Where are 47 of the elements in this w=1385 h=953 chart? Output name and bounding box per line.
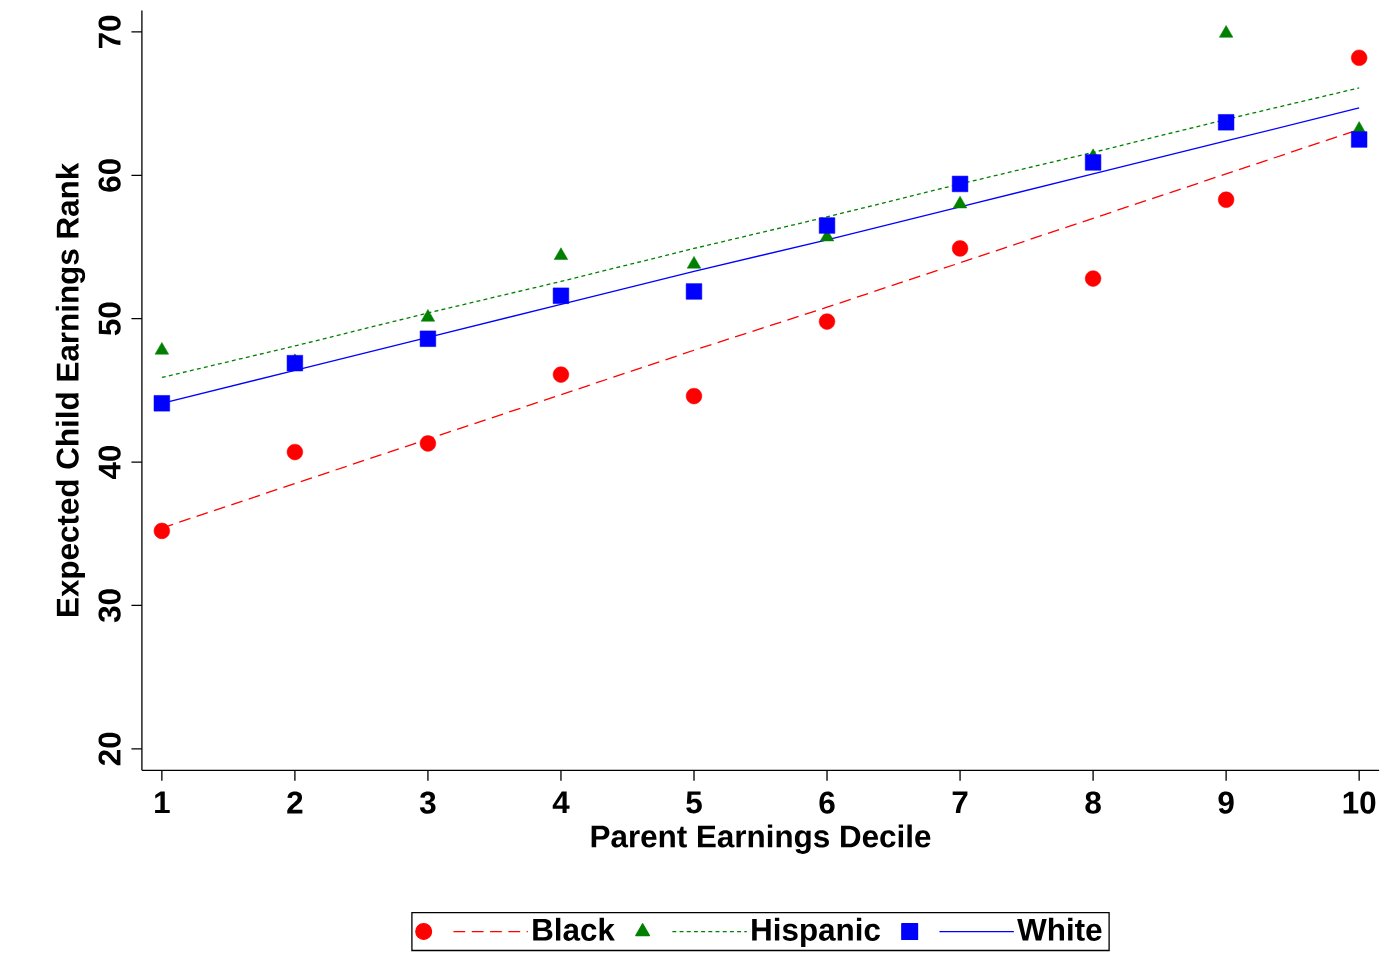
x-tick-label: 3 bbox=[419, 791, 436, 814]
point bbox=[1351, 49, 1368, 66]
point bbox=[953, 195, 968, 208]
point bbox=[685, 283, 703, 300]
point bbox=[818, 313, 836, 330]
point bbox=[153, 522, 170, 539]
x-tick-label: 1 bbox=[155, 791, 170, 813]
y-axis-title: Expected Child Earnings Rank bbox=[55, 162, 86, 616]
legend-label: White bbox=[1017, 917, 1102, 941]
point bbox=[154, 341, 169, 355]
x-tick-label: 7 bbox=[952, 791, 968, 813]
x-tick-label: 2 bbox=[287, 791, 303, 814]
point bbox=[1084, 154, 1102, 171]
y-tick-label: 70 bbox=[98, 15, 121, 48]
x-tick-label: 5 bbox=[686, 791, 702, 814]
legend-label: Black bbox=[533, 917, 615, 941]
y-tick-label: 30 bbox=[98, 589, 121, 622]
point bbox=[1084, 270, 1102, 287]
x-tick-label: 10 bbox=[1343, 791, 1376, 814]
x-axis-title: Parent Earnings Decile bbox=[591, 824, 931, 854]
point bbox=[286, 443, 303, 460]
point bbox=[1218, 191, 1235, 208]
point bbox=[1219, 25, 1234, 38]
point bbox=[818, 217, 836, 234]
point bbox=[951, 175, 969, 192]
legend-label: Hispanic bbox=[752, 917, 880, 947]
point bbox=[552, 366, 570, 383]
point bbox=[686, 255, 702, 269]
point bbox=[951, 240, 969, 257]
x-tick-label: 6 bbox=[819, 791, 835, 814]
point bbox=[419, 435, 437, 452]
point bbox=[552, 287, 570, 304]
point bbox=[1351, 131, 1368, 148]
y-tick-label: 60 bbox=[98, 158, 121, 192]
x-tick-label: 8 bbox=[1085, 791, 1101, 814]
point bbox=[553, 247, 569, 260]
x-tick-label: 9 bbox=[1218, 791, 1234, 814]
point bbox=[1218, 113, 1235, 131]
point bbox=[420, 308, 435, 322]
y-tick-label: 40 bbox=[98, 445, 121, 479]
point bbox=[419, 330, 437, 347]
point bbox=[153, 394, 170, 412]
y-tick-label: 50 bbox=[98, 302, 121, 335]
y-tick-label: 20 bbox=[98, 732, 121, 765]
x-tick-label: 4 bbox=[552, 791, 570, 813]
point bbox=[286, 354, 303, 372]
point bbox=[685, 387, 703, 405]
